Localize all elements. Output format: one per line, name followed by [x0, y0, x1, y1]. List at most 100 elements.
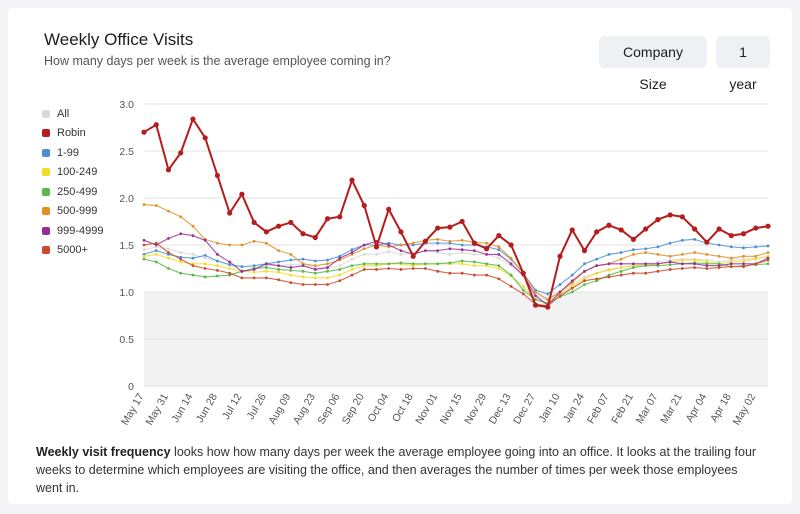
series-line-1-99	[143, 238, 769, 295]
page-title: Weekly Office Visits	[44, 30, 194, 49]
data-point	[619, 266, 623, 269]
data-point	[619, 269, 623, 273]
data-point	[264, 276, 268, 280]
chart-legend: All Robin 1-99 100-249 250-499 500-999 999-499…	[42, 104, 104, 260]
legend-item[interactable]: All	[42, 104, 104, 124]
data-point	[338, 264, 342, 268]
data-point	[497, 245, 501, 249]
data-point	[399, 243, 403, 247]
data-point	[595, 271, 599, 275]
data-point	[509, 284, 513, 288]
x-tick-label: Sep 06	[315, 391, 342, 426]
data-point	[350, 268, 354, 271]
x-tick-label: Jun 14	[169, 391, 195, 424]
data-point	[228, 243, 232, 247]
data-point	[497, 253, 501, 256]
data-point	[154, 253, 158, 256]
data-point	[460, 271, 464, 275]
data-point	[167, 237, 170, 240]
data-point	[167, 247, 170, 251]
data-point	[754, 245, 758, 249]
data-point	[252, 270, 256, 274]
legend-label: All	[57, 107, 70, 120]
data-point	[264, 269, 268, 273]
data-point	[485, 273, 488, 277]
legend-label: 999-4999	[57, 224, 104, 237]
data-point	[350, 257, 354, 261]
data-point	[546, 292, 550, 296]
data-point	[485, 253, 488, 256]
data-point	[742, 262, 745, 266]
data-point	[167, 267, 170, 270]
legend-item[interactable]: Robin	[42, 124, 104, 144]
data-point	[729, 265, 733, 269]
data-point	[630, 236, 637, 242]
legend-swatch	[42, 207, 50, 216]
data-point	[349, 177, 355, 183]
data-point	[216, 241, 219, 245]
y-tick-label: 0.5	[119, 334, 134, 346]
legend-item[interactable]: 5000+	[42, 241, 104, 261]
data-point	[509, 256, 513, 260]
data-point	[680, 262, 684, 266]
company-size-button[interactable]: Company Size	[599, 36, 707, 92]
time-range-button[interactable]: 1 year	[716, 36, 770, 92]
data-point	[558, 283, 562, 286]
legend-item[interactable]: 1-99	[42, 143, 104, 163]
y-tick-label: 2.5	[119, 146, 134, 158]
data-point	[375, 268, 378, 271]
data-point	[326, 269, 329, 273]
data-point	[521, 284, 525, 288]
data-point	[375, 253, 378, 256]
data-point	[142, 238, 146, 242]
data-point	[411, 241, 415, 245]
data-point	[277, 260, 280, 264]
legend-item[interactable]: 500-999	[42, 202, 104, 222]
data-point	[668, 254, 672, 258]
data-point	[289, 273, 293, 277]
legend-item[interactable]: 250-499	[42, 182, 104, 202]
x-tick-label: Jan 24	[561, 391, 587, 424]
data-point	[655, 217, 661, 223]
data-point	[167, 209, 170, 213]
data-point	[350, 251, 354, 254]
data-point	[447, 224, 453, 230]
x-tick-label: Jul 12	[220, 391, 244, 421]
data-point	[228, 263, 232, 267]
data-point	[766, 244, 770, 248]
data-point	[460, 243, 464, 247]
data-point	[350, 273, 354, 277]
data-point	[399, 249, 403, 253]
data-point	[350, 248, 354, 252]
data-point	[399, 253, 403, 256]
y-tick-label: 0	[128, 381, 134, 393]
data-point	[632, 253, 635, 256]
data-point	[667, 212, 673, 218]
legend-item[interactable]: 100-249	[42, 163, 104, 183]
data-point	[399, 261, 403, 265]
data-point	[656, 245, 660, 249]
data-point	[228, 267, 232, 270]
data-point	[521, 288, 525, 292]
legend-item[interactable]: 999-4999	[42, 221, 104, 241]
data-point	[154, 204, 158, 207]
data-point	[729, 245, 733, 249]
x-tick-label: Apr 04	[684, 391, 710, 424]
data-point	[668, 268, 672, 271]
data-point	[203, 256, 207, 260]
footnote: Weekly visit frequency looks how how man…	[36, 443, 766, 497]
data-point	[460, 238, 464, 242]
data-point	[324, 216, 331, 222]
data-point	[728, 233, 734, 239]
data-point	[583, 269, 586, 273]
data-point	[754, 254, 758, 258]
data-point	[191, 256, 195, 260]
x-tick-label: May 31	[143, 391, 171, 427]
data-point	[680, 238, 684, 242]
x-tick-label: Dec 27	[511, 391, 538, 426]
data-point	[167, 251, 170, 254]
data-point	[289, 268, 293, 272]
data-point	[460, 251, 464, 254]
data-point	[240, 276, 244, 280]
data-point	[497, 256, 501, 260]
